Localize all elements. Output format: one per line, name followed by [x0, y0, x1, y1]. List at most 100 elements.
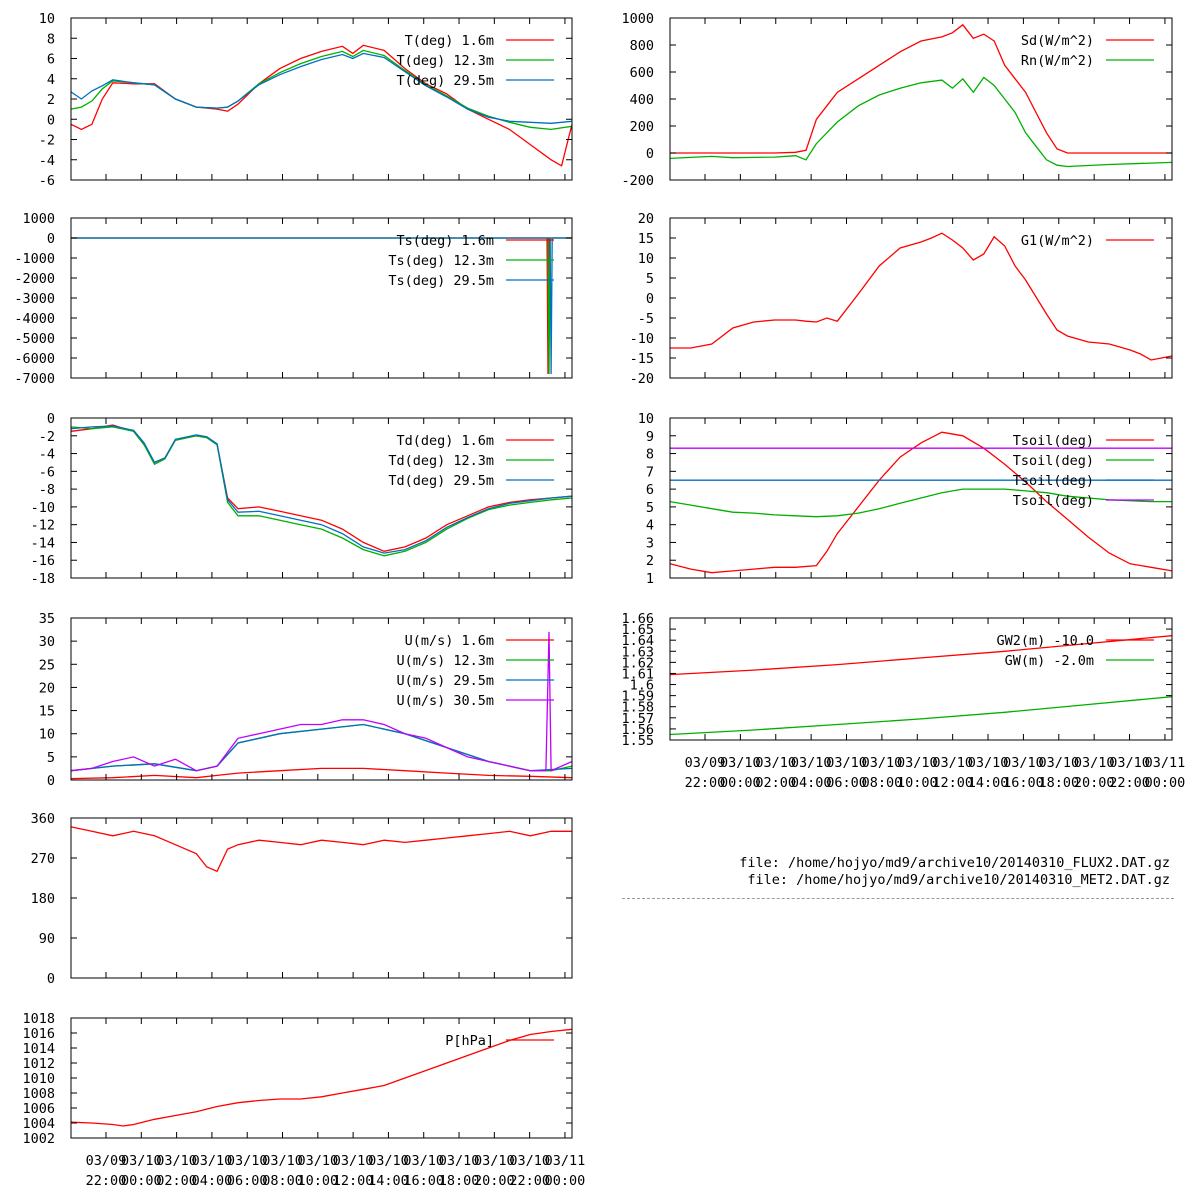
y-tick-label: -14 [31, 535, 55, 551]
y-tick-label: 1000 [621, 11, 654, 27]
y-tick-label: 7 [646, 464, 654, 480]
y-tick-label: 1.58 [621, 700, 654, 716]
y-tick-label: 1.64 [621, 633, 654, 649]
y-tick-label: -5000 [14, 331, 55, 347]
plot-frame [669, 17, 1173, 181]
legend-label: P[hPa] [445, 1033, 494, 1049]
x-tick-date: 03/10 [1038, 755, 1079, 771]
y-tick-label: 4 [47, 72, 55, 88]
series-line-dew-point-2 [70, 425, 573, 554]
panel-soil-temp: 10987654321Tsoil(deg)Tsoil(deg)Tsoil(deg… [638, 411, 1173, 587]
x-tick-time: 12:00 [333, 1173, 374, 1189]
plot-frame [70, 217, 573, 379]
plot-frame [669, 417, 1173, 579]
y-tick-label: 10 [39, 11, 55, 27]
x-tick-date: 03/10 [1074, 755, 1115, 771]
y-tick-label: 1.56 [621, 722, 654, 738]
y-tick-label: 1010 [22, 1071, 55, 1087]
x-tick-date: 03/11 [545, 1153, 586, 1169]
x-tick-time: 22:00 [86, 1173, 127, 1189]
series-line-wind-speed-3 [70, 631, 573, 772]
x-tick-date: 03/10 [932, 755, 973, 771]
y-tick-label: -18 [31, 571, 55, 587]
y-tick-label: -6 [39, 173, 55, 189]
y-tick-label: 9 [646, 429, 654, 445]
series-line-dew-point-0 [70, 424, 573, 552]
y-tick-label: 0 [47, 971, 55, 987]
x-tick-date: 03/10 [968, 755, 1009, 771]
y-tick-label: 400 [630, 92, 654, 108]
panel-surface-temp: 1000 0 -1000 -2000 -3000 -4000 -5000 -6000 -7000… [14, 211, 573, 387]
y-tick-label: 1018 [22, 1011, 55, 1027]
y-tick-label: 15 [638, 231, 654, 247]
x-tick-date: 03/10 [791, 755, 832, 771]
y-tick-label: 200 [630, 119, 654, 135]
y-tick-label: 1.66 [621, 611, 654, 627]
y-tick-label: 1.62 [621, 655, 654, 671]
y-tick-label: 1.61 [621, 666, 654, 682]
y-tick-label: -6000 [14, 351, 55, 367]
plot-frame [70, 817, 573, 979]
x-tick-time: 16:00 [1003, 775, 1044, 791]
series-line-wind-speed-0 [70, 767, 573, 780]
x-tick-time: 18:00 [1038, 775, 1079, 791]
y-tick-label: 1.57 [621, 711, 654, 727]
y-tick-label: 1004 [22, 1116, 55, 1132]
y-tick-label: -2 [39, 429, 55, 445]
series-line-surface-temp-0 [71, 237, 572, 375]
legend-label: GW(m) -2.0m [1005, 653, 1094, 669]
x-tick-date: 03/09 [685, 755, 726, 771]
y-tick-label: -20 [630, 371, 654, 387]
x-tick-time: 22:00 [1109, 775, 1150, 791]
x-tick-date: 03/10 [720, 755, 761, 771]
y-tick-label: 10 [39, 727, 55, 743]
y-tick-label: 90 [39, 931, 55, 947]
x-tick-time: 22:00 [509, 1173, 550, 1189]
legend-label: U(m/s) 1.6m [405, 633, 494, 649]
y-tick-label: -16 [31, 553, 55, 569]
y-tick-label: 10 [638, 411, 654, 427]
y-tick-label: -2000 [14, 271, 55, 287]
y-tick-label: -4 [39, 447, 55, 463]
y-tick-label: 1.55 [621, 733, 654, 749]
legend-label: U(m/s) 30.5m [396, 693, 494, 709]
y-tick-label: 1000 [22, 211, 55, 227]
panel-radiation: 1000 800 600 400 200 0 -200 Sd(W/m^2) Rn(W/m^2) [621, 11, 1173, 189]
series-line-wind-speed-2 [70, 723, 573, 772]
y-tick-label: 0 [646, 146, 654, 162]
y-tick-label: -12 [31, 518, 55, 534]
y-tick-label: 5 [646, 500, 654, 516]
x-tick-date: 03/10 [439, 1153, 480, 1169]
x-tick-time: 00:00 [1145, 775, 1186, 791]
legend-label: U(m/s) 12.3m [396, 653, 494, 669]
y-tick-label: 0 [646, 291, 654, 307]
x-tick-date: 03/10 [333, 1153, 374, 1169]
series-line-temperature-0 [70, 44, 573, 167]
y-tick-label: 1012 [22, 1056, 55, 1072]
x-tick-date: 03/10 [297, 1153, 338, 1169]
y-tick-label: 180 [31, 891, 55, 907]
x-tick-time: 18:00 [439, 1173, 480, 1189]
x-tick-time: 02:00 [755, 775, 796, 791]
y-tick-label: 35 [39, 611, 55, 627]
series-line-ground-heat-0 [670, 232, 1173, 361]
x-tick-date: 03/10 [262, 1153, 303, 1169]
file-line-flux: file: /home/hojyo/md9/archive10/20140310… [739, 855, 1170, 871]
y-tick-label: 800 [630, 38, 654, 54]
x-tick-time: 12:00 [932, 775, 973, 791]
y-tick-label: 1006 [22, 1101, 55, 1117]
x-tick-date: 03/10 [192, 1153, 233, 1169]
series-line-temperature-1 [70, 49, 573, 131]
y-tick-label: -8 [39, 482, 55, 498]
plot-frame [669, 617, 1173, 741]
x-tick-time: 00:00 [545, 1173, 586, 1189]
y-tick-label: 3 [646, 535, 654, 551]
y-tick-label: -7000 [14, 371, 55, 387]
x-tick-time: 10:00 [897, 775, 938, 791]
y-tick-label: 1 [646, 571, 654, 587]
x-tick-time: 02:00 [156, 1173, 197, 1189]
y-tick-label: 6 [47, 52, 55, 68]
panel-groundwater: 1.661.651.641.631.621.611.61.591.581.571… [621, 611, 1185, 791]
series-line-surface-temp-2 [71, 237, 572, 375]
